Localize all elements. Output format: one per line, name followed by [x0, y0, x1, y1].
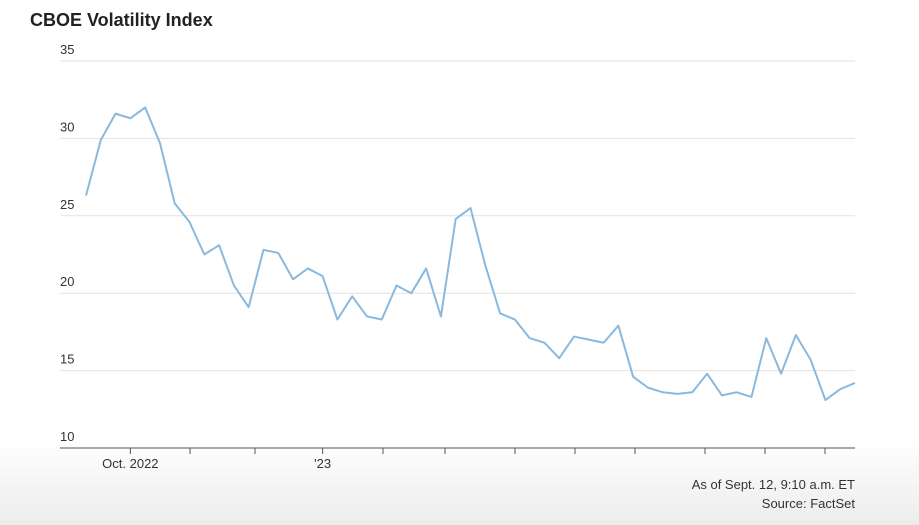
y-tick-label: 25 [60, 197, 74, 212]
source: Source: FactSet [762, 496, 856, 511]
x-tick-label: Oct. 2022 [102, 456, 158, 471]
x-tick-label: '23 [314, 456, 331, 471]
footer-bg [0, 440, 919, 525]
line [85, 106, 856, 402]
y-tick-label: 10 [60, 429, 74, 444]
y-tick-label: 30 [60, 119, 74, 134]
y-tick-label: 35 [60, 42, 74, 57]
minor-ticks [189, 448, 826, 454]
chart-title: CBOE Volatility Index [30, 10, 213, 30]
y-tick-label: 15 [60, 352, 74, 367]
y-tick-label: 20 [60, 274, 74, 289]
note: As of Sept. 12, 9:10 a.m. ET [692, 477, 855, 492]
